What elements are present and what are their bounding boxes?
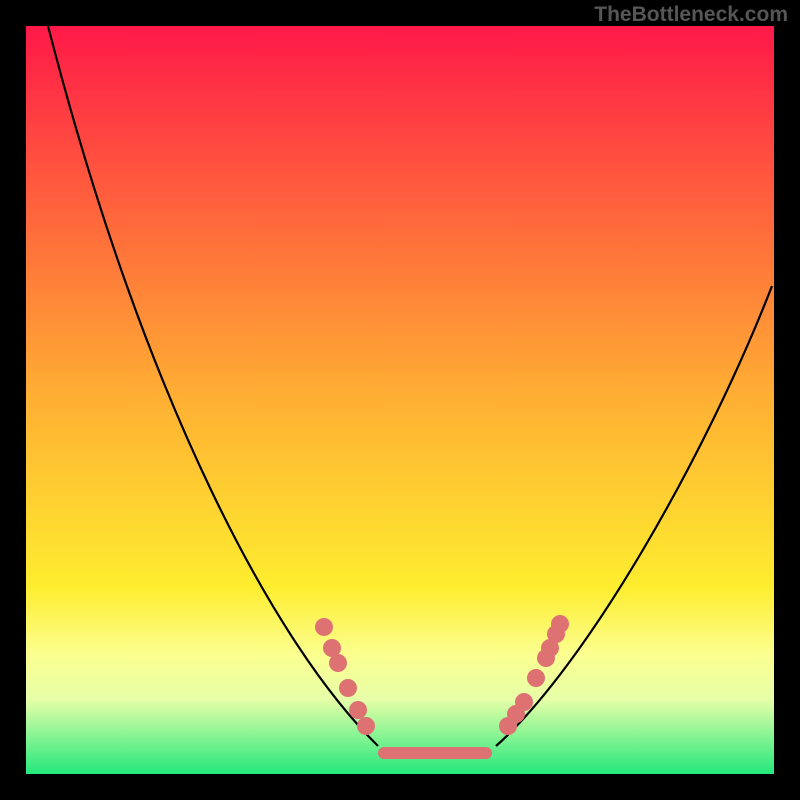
marker-point: [358, 718, 375, 735]
curve-layer: [0, 0, 800, 800]
marker-point: [330, 655, 347, 672]
plot-svg-group: [48, 26, 772, 753]
marker-point: [316, 619, 333, 636]
marker-point: [528, 670, 545, 687]
marker-point: [350, 702, 367, 719]
curve-left: [48, 26, 378, 746]
chart-frame: TheBottleneck.com: [0, 0, 800, 800]
marker-point: [516, 694, 533, 711]
marker-point: [324, 640, 341, 657]
markers-left: [316, 619, 375, 735]
marker-point: [340, 680, 357, 697]
marker-point: [552, 616, 569, 633]
markers-right: [500, 616, 569, 735]
